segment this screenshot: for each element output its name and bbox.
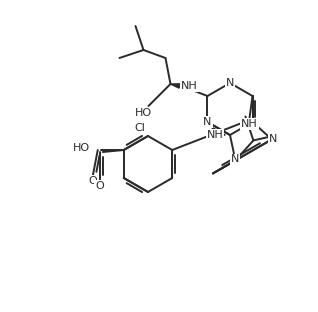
Text: N: N xyxy=(203,117,212,127)
Text: HO: HO xyxy=(135,108,152,118)
Text: N: N xyxy=(226,78,234,88)
Text: NH: NH xyxy=(181,81,198,91)
Polygon shape xyxy=(170,84,180,88)
Text: NH: NH xyxy=(206,130,223,140)
Text: O: O xyxy=(88,176,97,186)
Text: Cl: Cl xyxy=(135,123,145,133)
Text: N: N xyxy=(269,134,277,144)
Text: HO: HO xyxy=(73,143,90,153)
Text: NH: NH xyxy=(241,119,258,129)
Text: N: N xyxy=(231,154,239,164)
Text: O: O xyxy=(95,181,104,191)
